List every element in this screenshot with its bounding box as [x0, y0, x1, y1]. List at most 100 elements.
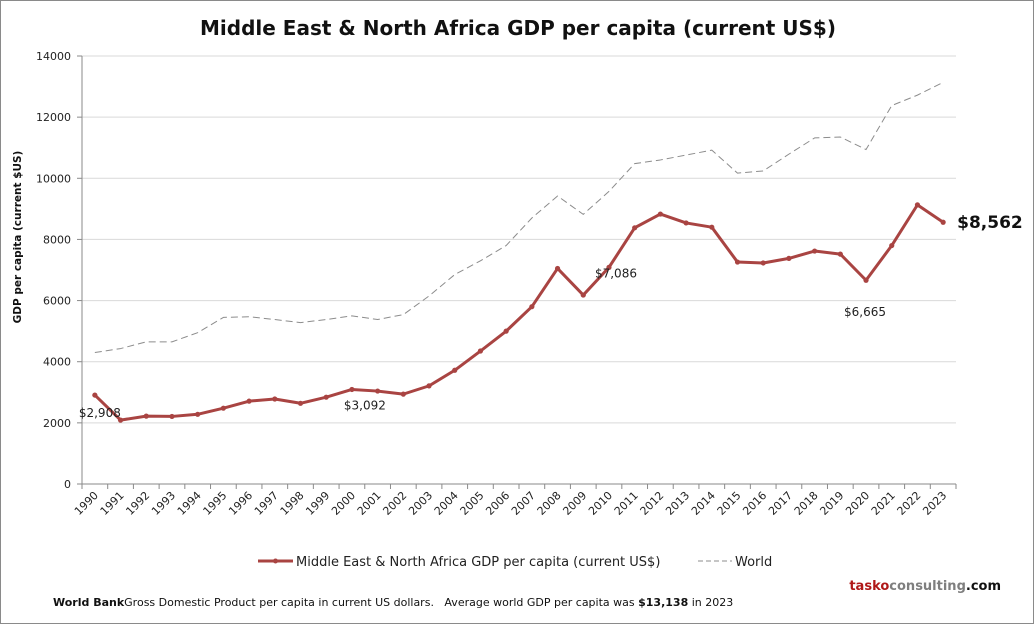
data-point	[220, 405, 226, 411]
data-point	[323, 394, 329, 400]
x-tick-label: 2004	[432, 489, 461, 518]
x-tick-label: 2017	[766, 489, 795, 518]
footer-source: World Bank	[53, 596, 125, 609]
footer-highlight: $13,138	[638, 596, 688, 609]
series-line-mena	[93, 203, 944, 422]
data-point	[529, 304, 535, 310]
x-tick-label: 2010	[586, 489, 615, 518]
x-tick-label: 2006	[483, 489, 512, 518]
series-group	[92, 81, 946, 423]
legend-label-mena: Middle East & North Africa GDP per capit…	[296, 555, 660, 570]
data-point	[914, 202, 921, 208]
y-axis: 0 2000 4000 6000 8000 10000 12000 14000	[36, 50, 83, 491]
data-point	[580, 292, 586, 298]
data-point	[786, 255, 792, 261]
x-tick-label: 1999	[303, 489, 332, 518]
x-tick-label: 1993	[149, 489, 178, 518]
x-tick-label: 2000	[329, 489, 358, 518]
footer-text-1: Gross Domestic Product per capita in cur…	[124, 596, 638, 609]
x-tick-label: 2018	[792, 489, 821, 518]
data-point	[683, 220, 689, 226]
data-label-2020: $6,665	[844, 305, 886, 319]
x-tick-label: 2014	[689, 489, 718, 518]
legend-marker-mena	[273, 558, 278, 564]
data-point	[400, 391, 406, 397]
data-point	[606, 264, 612, 270]
x-tick-label: 2016	[740, 489, 769, 518]
y-tick-label: 14000	[36, 50, 71, 63]
y-tick-label: 4000	[43, 356, 71, 369]
data-point	[477, 348, 484, 354]
x-tick-label: 2023	[920, 489, 949, 518]
x-tick-label: 2003	[406, 489, 435, 518]
x-tick-label: 2022	[895, 489, 924, 518]
chart-title: Middle East & North Africa GDP per capit…	[200, 16, 836, 40]
data-label-2023: $8,562	[957, 213, 1023, 233]
x-tick-label: 2011	[612, 489, 641, 518]
series-line-world	[94, 81, 944, 354]
legend: Middle East & North Africa GDP per capit…	[258, 555, 772, 570]
data-label-2010: $7,086	[595, 266, 637, 280]
data-label-1990: $2,908	[79, 406, 121, 420]
x-tick-label: 1997	[252, 489, 281, 518]
brand-part-2: consulting	[889, 579, 966, 594]
x-tick-label: 2009	[560, 489, 589, 518]
x-tick-label: 2001	[355, 489, 384, 518]
footer-note: World BankGross Domestic Product per cap…	[53, 596, 733, 609]
data-point	[709, 224, 715, 230]
data-point	[503, 328, 509, 334]
x-tick-label: 2007	[509, 489, 538, 518]
data-point	[632, 225, 638, 231]
x-tick-label: 1998	[278, 489, 307, 518]
data-point	[246, 398, 252, 404]
data-point	[863, 277, 869, 283]
x-tick-label: 1995	[201, 489, 230, 518]
footer-text-2: in 2023	[688, 596, 733, 609]
x-tick-label: 1996	[226, 489, 255, 518]
data-point	[734, 259, 741, 265]
legend-label-world: World	[735, 555, 772, 570]
x-tick-label: 2019	[817, 489, 846, 518]
x-tick-label: 2013	[663, 489, 692, 518]
x-tick-label: 2005	[458, 489, 487, 518]
data-point	[297, 400, 304, 406]
data-point	[375, 388, 381, 394]
data-label-2000: $3,092	[344, 398, 386, 412]
y-tick-label: 12000	[36, 111, 71, 124]
legend-item-world[interactable]: World	[698, 555, 772, 570]
y-axis-label: GDP per capita (current $US)	[12, 151, 24, 324]
gridlines	[82, 55, 956, 424]
data-point	[143, 413, 149, 419]
x-tick-label: 1991	[98, 489, 127, 518]
data-point	[195, 411, 201, 417]
y-tick-label: 10000	[36, 172, 71, 185]
x-tick-label: 1990	[72, 489, 101, 518]
data-point	[812, 248, 818, 254]
data-point	[92, 392, 98, 398]
data-point	[426, 383, 432, 389]
data-point	[117, 417, 124, 423]
brand-part-1: tasko	[849, 579, 889, 594]
x-tick-label: 2021	[869, 489, 898, 518]
y-tick-label: 6000	[43, 295, 71, 308]
x-tick-label: 2002	[380, 489, 409, 518]
data-point	[272, 396, 278, 402]
data-point	[889, 242, 895, 249]
x-tick-label: 2020	[843, 489, 872, 518]
x-tick-label: 2015	[715, 489, 744, 518]
x-axis: 1990199119921993199419951996199719981999…	[72, 483, 957, 518]
data-labels: $2,908 $3,092 $7,086 $6,665 $8,562	[79, 213, 1023, 420]
data-point	[837, 251, 843, 257]
x-tick-label: 1994	[175, 489, 204, 518]
legend-item-mena[interactable]: Middle East & North Africa GDP per capit…	[258, 555, 660, 570]
brand-part-3: .com	[966, 579, 1001, 594]
data-point	[349, 386, 355, 393]
brand-logo: taskoconsulting.com	[849, 579, 1001, 594]
data-point	[940, 219, 946, 225]
y-tick-label: 0	[64, 478, 71, 491]
data-point	[760, 260, 766, 266]
data-point	[657, 211, 663, 217]
y-tick-label: 8000	[43, 233, 71, 246]
